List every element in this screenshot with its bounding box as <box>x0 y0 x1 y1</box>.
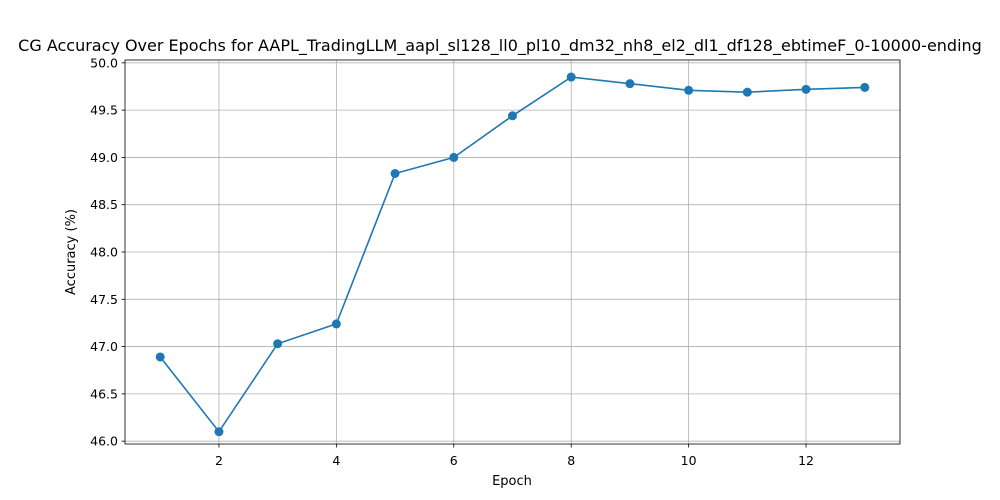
y-tick-label: 46.0 <box>90 434 118 449</box>
data-point <box>214 427 224 437</box>
data-point <box>566 72 576 82</box>
y-tick-label: 47.0 <box>90 339 118 354</box>
x-tick-label: 8 <box>567 453 575 468</box>
ticks: 2 4 6 8 10 12 46.0 46.5 47.0 47.5 48.0 48.5 49.0 49.5… <box>90 55 814 468</box>
data-point <box>273 339 283 349</box>
y-tick-label: 47.5 <box>90 292 118 307</box>
data-point <box>684 85 694 95</box>
chart-title: CG Accuracy Over Epochs for AAPL_Trading… <box>18 36 982 56</box>
x-tick-label: 4 <box>332 453 340 468</box>
y-tick-label: 46.5 <box>90 386 118 401</box>
data-point <box>742 87 752 97</box>
data-point <box>155 352 165 362</box>
data-point <box>449 152 459 162</box>
data-point <box>801 84 811 94</box>
x-tick-label: 6 <box>450 453 458 468</box>
data-point <box>860 82 870 92</box>
grid <box>125 60 900 444</box>
data-point <box>625 79 635 89</box>
y-tick-label: 49.5 <box>90 103 118 118</box>
data-point <box>331 319 341 329</box>
y-tick-label: 50.0 <box>90 55 118 70</box>
x-tick-label: 2 <box>215 453 223 468</box>
data-point <box>508 111 517 121</box>
data-point <box>390 168 400 178</box>
x-axis-label: Epoch <box>492 474 532 489</box>
y-tick-label: 48.5 <box>90 197 118 212</box>
x-tick-label: 10 <box>681 453 697 468</box>
x-tick-label: 12 <box>798 453 814 468</box>
y-tick-label: 48.0 <box>90 245 118 260</box>
y-tick-label: 49.0 <box>90 150 118 165</box>
series-layer <box>155 72 870 437</box>
y-axis-label: Accuracy (%) <box>64 209 79 295</box>
